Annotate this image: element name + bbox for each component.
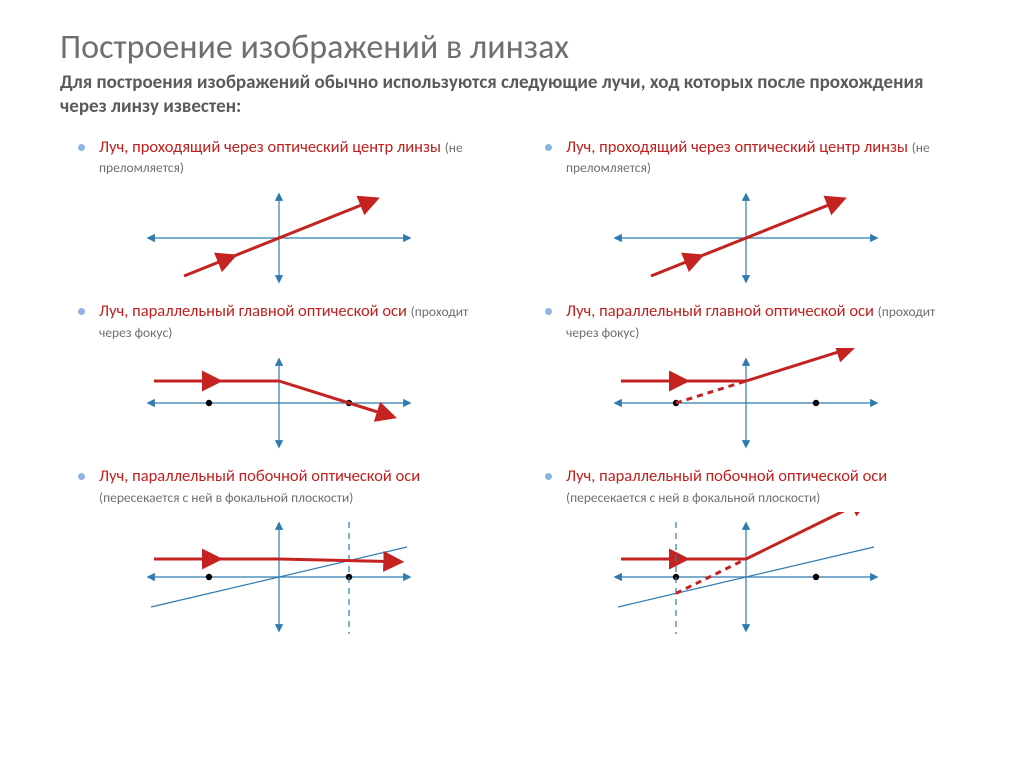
bullet-main: Луч, параллельный главной оптической оси [99,301,411,321]
bullet-text: Луч, проходящий через оптический центр л… [566,137,964,180]
section: Луч, проходящий через оптический центр л… [60,137,497,294]
optics-diagram [606,348,886,458]
section: Луч, параллельный главной оптической оси… [60,301,497,458]
bullet-row: Луч, параллельный главной оптической оси… [545,301,964,344]
section: Луч, параллельный побочной оптической ос… [527,466,964,643]
page-title: Построение изображений в линзах [60,28,964,67]
bullet-main: Луч, параллельный главной оптической оси [566,301,878,321]
bullet-row: Луч, проходящий через оптический центр л… [545,137,964,180]
bullet-disc-icon [545,308,552,315]
bullet-disc-icon [545,473,552,480]
bullet-main: Луч, параллельный побочной оптической ос… [566,466,887,486]
section: Луч, параллельный побочной оптической ос… [60,466,497,643]
bullet-row: Луч, проходящий через оптический центр л… [78,137,497,180]
optics-diagram [139,348,419,458]
bullet-text: Луч, параллельный главной оптической оси… [99,301,497,344]
bullet-text: Луч, параллельный главной оптической оси… [566,301,964,344]
optics-diagram [139,183,419,293]
bullet-sub: (пересекается с ней в фокальной плоскост… [566,489,820,506]
page-subtitle: Для построения изображений обычно исполь… [60,71,964,119]
bullet-text: Луч, параллельный побочной оптической ос… [566,466,964,509]
optics-diagram [606,512,886,642]
bullet-text: Луч, параллельный побочной оптической ос… [99,466,497,509]
column-right: Луч, проходящий через оптический центр л… [527,137,964,651]
section: Луч, параллельный главной оптической оси… [527,301,964,458]
section: Луч, проходящий через оптический центр л… [527,137,964,294]
bullet-sub: (пересекается с ней в фокальной плоскост… [99,489,353,506]
bullet-text: Луч, проходящий через оптический центр л… [99,137,497,180]
bullet-disc-icon [78,473,85,480]
columns-container: Луч, проходящий через оптический центр л… [60,137,964,651]
bullet-disc-icon [78,144,85,151]
bullet-main: Луч, проходящий через оптический центр л… [99,137,445,157]
bullet-main: Луч, параллельный побочной оптической ос… [99,466,420,486]
bullet-row: Луч, параллельный побочной оптической ос… [545,466,964,509]
bullet-disc-icon [78,308,85,315]
optics-diagram [139,512,419,642]
bullet-row: Луч, параллельный главной оптической оси… [78,301,497,344]
column-left: Луч, проходящий через оптический центр л… [60,137,497,651]
bullet-main: Луч, проходящий через оптический центр л… [566,137,912,157]
optics-diagram [606,183,886,293]
bullet-row: Луч, параллельный побочной оптической ос… [78,466,497,509]
bullet-disc-icon [545,144,552,151]
